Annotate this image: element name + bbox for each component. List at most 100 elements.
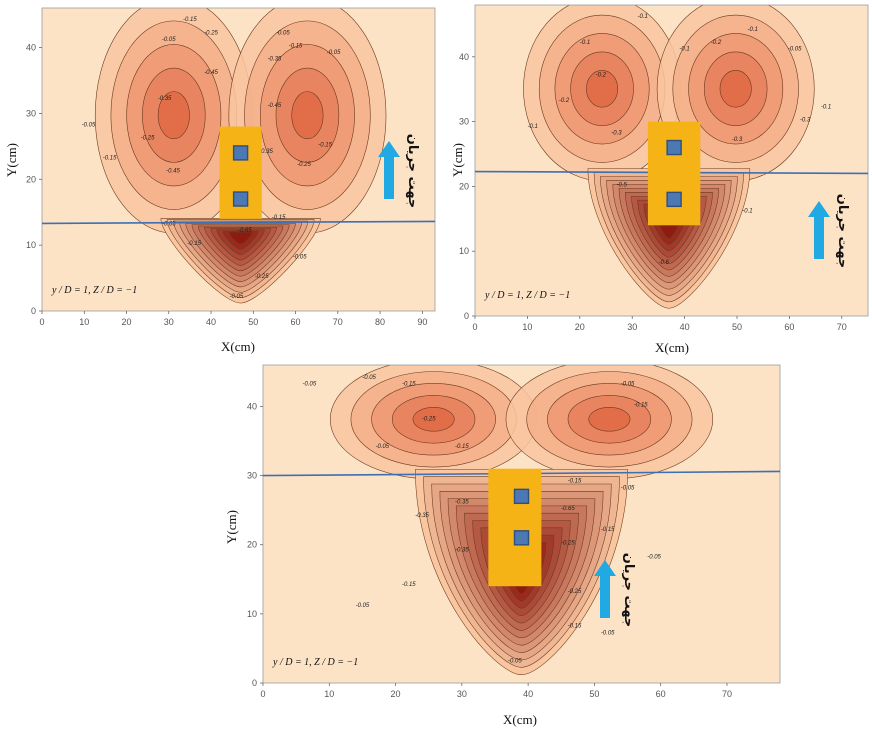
contour-label: -0.5 [617,182,628,188]
x-tick-label: 20 [391,689,401,699]
contour-label: -0.2 [596,72,607,78]
x-tick-label: 60 [784,322,794,332]
contour-band [412,407,455,432]
contour-band [586,70,619,108]
contour-label: -0.25 [141,136,155,142]
contour-label: -0.1 [821,105,831,111]
contour-panel-3: -0.05 -0.05 -0.15 -0.25 -0.15 -0.05 -0.05 -0.15… [224,364,781,727]
contour-panel-2: -0.1 -0.2 -0.1 -0.2 -0.3 -0.1 -0.1 -0.2 -0.1 -0.0… [450,4,869,355]
x-axis-label: X(cm) [503,712,537,727]
scour-hole [160,218,321,304]
y-ticks: 0 10 20 30 40 [26,43,42,316]
flow-arrow-icon [808,201,830,259]
contour-label: -0.1 [748,27,758,33]
contour-label: -0.1 [679,46,689,52]
pier-block [488,468,542,587]
x-tick-label: 90 [417,317,427,327]
contour-label: -0.25 [297,162,311,168]
contour-label: -0.05 [362,375,376,381]
contour-label: -0.3 [611,131,622,137]
plot-frame [41,7,436,312]
contour-field: -0.05 -0.15 -0.25 -0.35 -0.25 -0.05 -0.15 -0.35… [82,8,387,304]
x-tick-label: 0 [39,317,44,327]
condition-annotation: y / D = 1, Z / D = −1 [51,285,137,296]
contour-label: -0.25 [568,589,582,595]
y-tick-label: 0 [31,306,36,316]
contour-label: -0.3 [732,137,743,143]
contour-label: -0.1 [580,40,590,46]
x-tick-label: 10 [324,689,334,699]
contour-label: -0.45 [204,70,218,76]
x-tick-label: 50 [248,317,258,327]
y-tick-label: 0 [464,311,469,321]
x-tick-label: 10 [79,317,89,327]
contour-label: -0.15 [272,215,286,221]
y-tick-label: 10 [247,609,257,619]
y-tick-label: 40 [26,43,36,53]
contour-label: -0.6 [658,260,669,266]
flow-direction-label: جهت جریان [621,553,636,628]
x-tick-label: 30 [164,317,174,327]
contour-label: -0.05 [621,382,635,388]
y-tick-label: 20 [459,181,469,191]
upper-scour-lobe-1 [329,365,538,480]
contour-label: -0.25 [422,416,436,422]
contour-label: -0.15 [183,17,197,23]
contour-label: -0.05 [647,555,661,561]
contour-band [229,231,253,245]
contour-label: -0.35 [455,499,469,505]
y-tick-label: 40 [459,52,469,62]
x-tick-label: 50 [732,322,742,332]
plot-frame [474,4,869,317]
y-axis-label: Y(cm) [450,143,465,177]
contour-label: -0.1 [742,208,752,214]
x-ticks: 0 10 20 30 40 50 60 70 [260,683,732,699]
flow-direction-label: جهت جریان [835,194,850,269]
x-tick-label: 40 [206,317,216,327]
upper-scour-lobe-1 [523,5,681,182]
upper-scour-lobe-2 [505,365,714,480]
x-tick-label: 20 [575,322,585,332]
contour-label: -0.25 [204,30,218,36]
x-ticks: 0 10 20 30 40 50 60 70 [472,316,847,332]
y-tick-label: 10 [459,246,469,256]
contour-label: -0.05 [82,123,96,129]
y-tick-label: 0 [252,678,257,688]
y-axis-label: Y(cm) [4,143,19,177]
pile-square-2 [513,530,530,546]
contour-label: -0.35 [268,57,282,63]
upper-scour-lobe-2 [228,8,387,234]
contour-label: -0.15 [568,479,582,485]
pile-square-2 [666,191,682,208]
x-tick-label: 40 [523,689,533,699]
x-tick-label: 50 [589,689,599,699]
x-tick-label: 0 [472,322,477,332]
contour-label: -0.05 [162,221,176,227]
contour-band [157,91,190,140]
y-tick-label: 30 [459,117,469,127]
contour-label: -0.35 [158,96,172,102]
condition-annotation: y / D = 1, Z / D = −1 [484,290,570,301]
contour-label: -0.05 [508,658,522,664]
contour-label: -0.15 [402,382,416,388]
y-axis-label: Y(cm) [224,510,239,544]
y-tick-label: 30 [247,471,257,481]
x-axis-label: X(cm) [655,340,689,355]
contour-label: -0.05 [356,603,370,609]
contour-band [588,407,631,432]
y-tick-label: 20 [26,174,36,184]
x-tick-label: 70 [722,689,732,699]
contour-label: -0.05 [788,46,802,52]
x-axis-label: X(cm) [221,339,255,354]
contour-label: -0.15 [634,402,648,408]
contour-label: -0.1 [638,14,648,20]
x-tick-label: 30 [627,322,637,332]
x-tick-label: 70 [837,322,847,332]
contour-band [719,70,752,108]
y-tick-label: 10 [26,240,36,250]
flow-arrow-icon [594,560,616,618]
y-ticks: 0 10 20 30 40 [459,52,475,321]
contour-label: -0.05 [327,50,341,56]
pile-square-1 [513,488,530,505]
